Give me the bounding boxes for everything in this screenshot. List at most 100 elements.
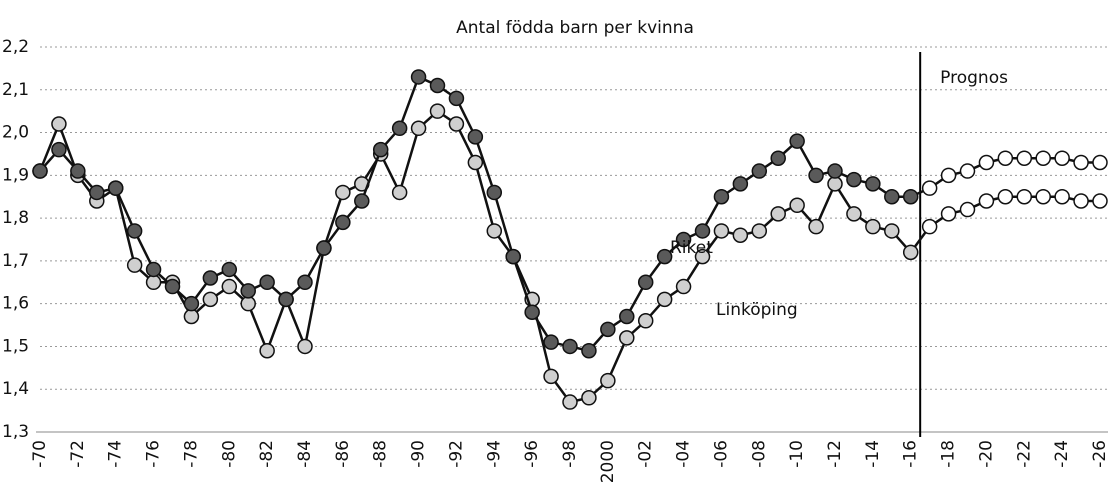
point [600,321,616,338]
point [1073,154,1089,171]
x-tick-label: -94 [484,440,504,468]
point [164,278,181,295]
point [581,342,597,359]
point [259,342,275,359]
point [126,257,143,273]
x-tick-label: -84 [295,440,315,468]
annotation: Prognos [940,68,1008,88]
point [581,390,597,406]
x-tick-label: -78 [181,440,201,468]
point [808,167,824,184]
point [770,206,786,222]
point [997,150,1014,166]
point [600,372,616,389]
point [1035,188,1051,205]
x-tick-label: -24 [1052,440,1072,468]
point [732,227,749,243]
x-tick-label: -80 [219,440,239,468]
y-tick-label: 1,7 [2,251,29,271]
y-tick-label: 1,5 [2,336,29,356]
x-tick-label: -22 [1014,440,1034,468]
point [259,274,275,291]
point [126,223,143,239]
point [921,218,938,235]
point [675,231,692,248]
point [391,120,408,137]
point [32,163,48,179]
point [656,291,673,308]
point [921,180,938,196]
point [486,184,503,201]
point [751,223,768,239]
y-tick-label: 1,4 [2,379,29,399]
point [713,223,730,239]
series-label: Linköping [716,300,798,320]
point [675,278,692,295]
point [940,206,957,222]
point [713,188,730,205]
x-tick-label: -08 [749,440,769,468]
point [1092,154,1108,171]
x-tick-label: -20 [976,440,996,468]
x-tick-label: -88 [371,440,391,468]
point [429,77,446,94]
x-tick-label: -26 [1090,440,1110,468]
point [978,193,995,209]
point [467,129,484,145]
point [221,261,238,278]
y-tick-label: 2,0 [2,123,29,143]
point [89,184,105,201]
point [543,368,559,385]
point [1092,193,1108,209]
point [524,304,540,320]
point [694,223,711,239]
x-tick-label: -14 [863,440,883,468]
point [183,308,200,325]
y-tick-label: 1,3 [2,422,29,442]
x-tick-label: -72 [68,440,88,468]
x-tick-label: -04 [674,440,694,468]
point [884,188,900,205]
point [940,167,957,184]
point [278,291,294,308]
point [316,240,332,256]
point [997,188,1014,205]
point [902,188,919,205]
point [467,154,484,171]
y-tick-label: 2,2 [2,37,29,57]
point [335,184,351,201]
point [770,150,786,166]
y-tick-label: 1,6 [2,294,29,314]
point [486,223,503,239]
x-tick-label: -10 [787,440,807,468]
point [884,223,900,239]
point [505,248,521,265]
point [70,163,86,179]
point [808,218,824,235]
x-tick-label: -76 [144,440,164,468]
point [221,278,238,295]
x-tick-label: -86 [333,440,353,468]
x-tick-label: -82 [257,440,277,468]
point [145,274,162,291]
point [1073,193,1089,209]
point [902,244,919,261]
point [959,163,976,179]
x-tick-label: -90 [409,440,429,468]
point [1054,188,1070,205]
x-tick-label: -98 [560,440,580,468]
series-line [38,109,1100,404]
point [846,171,862,188]
point [789,197,805,214]
point [1035,150,1051,166]
point [732,176,749,192]
point [865,176,881,192]
point [297,274,313,291]
point [637,313,654,329]
point [391,184,408,201]
point [354,193,370,209]
y-tick-label: 1,8 [2,208,29,228]
point [448,116,465,132]
point [543,334,559,350]
